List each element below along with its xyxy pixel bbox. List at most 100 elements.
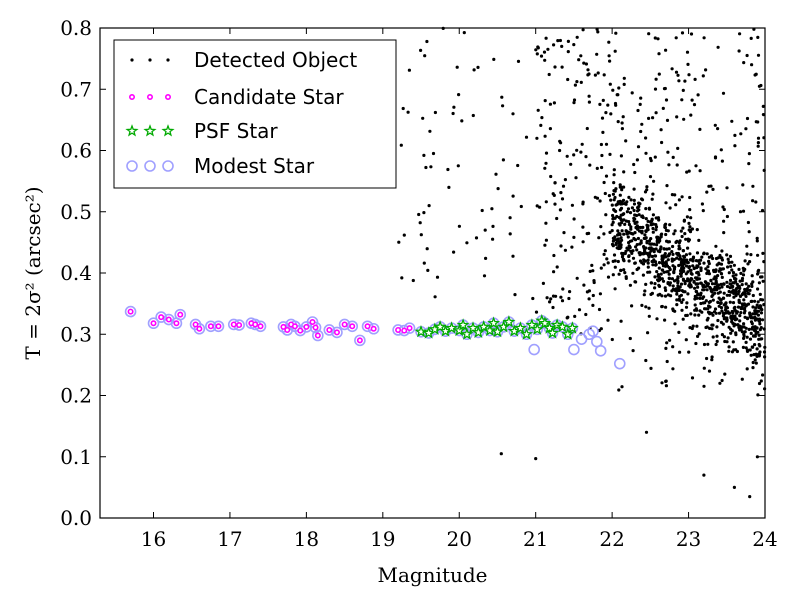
detected-object-point (508, 216, 512, 220)
detected-object-point (671, 284, 675, 288)
detected-object-point (682, 117, 686, 121)
detected-object-point (516, 59, 521, 64)
detected-object-point (615, 93, 619, 97)
detected-object-point (670, 67, 674, 71)
candidate-star-point (236, 322, 243, 329)
detected-object-point (513, 293, 517, 297)
detected-object-point (616, 259, 620, 264)
detected-object-point (711, 256, 715, 261)
detected-object-point (597, 307, 602, 312)
detected-object-point (718, 290, 722, 294)
detected-object-point (710, 282, 715, 286)
detected-object-point (719, 272, 724, 276)
detected-object-point (626, 207, 631, 211)
detected-object-point (696, 285, 700, 289)
detected-object-point (685, 170, 689, 174)
detected-object-point (622, 76, 626, 80)
detected-object-point (654, 263, 658, 267)
detected-object-point (500, 95, 504, 99)
detected-object-point (580, 142, 584, 146)
detected-object-point (664, 48, 668, 52)
detected-object-point (753, 358, 757, 362)
detected-object-point (644, 151, 648, 155)
detected-object-point (424, 165, 428, 170)
detected-object-point (751, 366, 755, 370)
detected-object-point (653, 36, 657, 40)
detected-object-point (572, 235, 576, 239)
detected-object-point (492, 57, 496, 62)
detected-object-point (431, 151, 436, 156)
detected-object-point (708, 326, 712, 330)
detected-object-point (628, 245, 632, 250)
detected-object-point (599, 142, 604, 147)
psf-star-point (483, 323, 497, 337)
detected-object-point (701, 74, 705, 78)
detected-object-point (723, 339, 727, 344)
detected-object-point (585, 126, 589, 131)
detected-object-point (680, 195, 684, 199)
detected-object-point (456, 164, 460, 168)
detected-object-point (602, 73, 606, 77)
detected-object-point (539, 123, 543, 127)
detected-object-point (676, 286, 680, 290)
detected-object-point (727, 261, 731, 265)
detected-object-point (721, 205, 725, 209)
detected-object-point (718, 381, 722, 385)
detected-object-point (600, 116, 605, 120)
detected-object-point (638, 242, 642, 246)
detected-object-point (598, 292, 603, 296)
modest-star-point (354, 334, 366, 347)
candidate-star-point (312, 324, 319, 331)
candidate-star-point (364, 323, 371, 330)
detected-object-point (661, 106, 665, 110)
detected-object-point (745, 335, 749, 339)
detected-object-point (731, 271, 736, 275)
detected-object-point (706, 265, 710, 269)
detected-object-point (608, 230, 612, 234)
detected-object-point (638, 259, 643, 263)
detected-object-point (730, 268, 734, 272)
detected-object-point (633, 261, 637, 265)
detected-object-point (622, 218, 626, 222)
detected-object-point (686, 292, 690, 296)
detected-object-point (544, 238, 549, 242)
detected-object-point (595, 52, 599, 56)
detected-object-point (677, 79, 681, 83)
detected-object-point (705, 325, 709, 329)
detected-object-point (757, 281, 762, 285)
legend-label-psf: PSF Star (194, 119, 278, 143)
detected-object-point (645, 185, 649, 189)
detected-object-point (419, 48, 423, 53)
y-tick-label: 0.5 (60, 200, 92, 224)
detected-object-point (742, 61, 746, 65)
detected-object-point (693, 313, 697, 317)
legend-marker-modest (162, 160, 174, 172)
detected-object-point (628, 211, 633, 215)
x-tick-label: 18 (294, 527, 319, 551)
detected-object-point (627, 259, 631, 263)
detected-object-point (668, 338, 672, 342)
detected-object-point (734, 294, 738, 298)
detected-object-point (587, 94, 591, 98)
candidate-star-point (401, 327, 408, 334)
detected-object-point (739, 271, 743, 275)
detected-object-point (756, 330, 760, 334)
x-tick-label: 23 (676, 527, 701, 551)
detected-object-point (741, 291, 745, 295)
detected-object-point (421, 116, 425, 120)
detected-object-point (745, 367, 749, 371)
detected-object-point (706, 342, 710, 346)
detected-object-point (612, 173, 616, 177)
detected-object-point (651, 259, 656, 263)
detected-object-point (676, 281, 680, 285)
detected-object-point (720, 285, 724, 289)
detected-object-point (737, 300, 741, 304)
detected-object-point (678, 272, 683, 276)
detected-object-point (655, 317, 659, 321)
detected-object-point (675, 163, 679, 167)
detected-object-point (452, 105, 456, 109)
detected-object-point (634, 226, 638, 230)
detected-object-point (680, 98, 684, 102)
detected-object-point (584, 155, 588, 159)
detected-object-point (654, 216, 658, 220)
